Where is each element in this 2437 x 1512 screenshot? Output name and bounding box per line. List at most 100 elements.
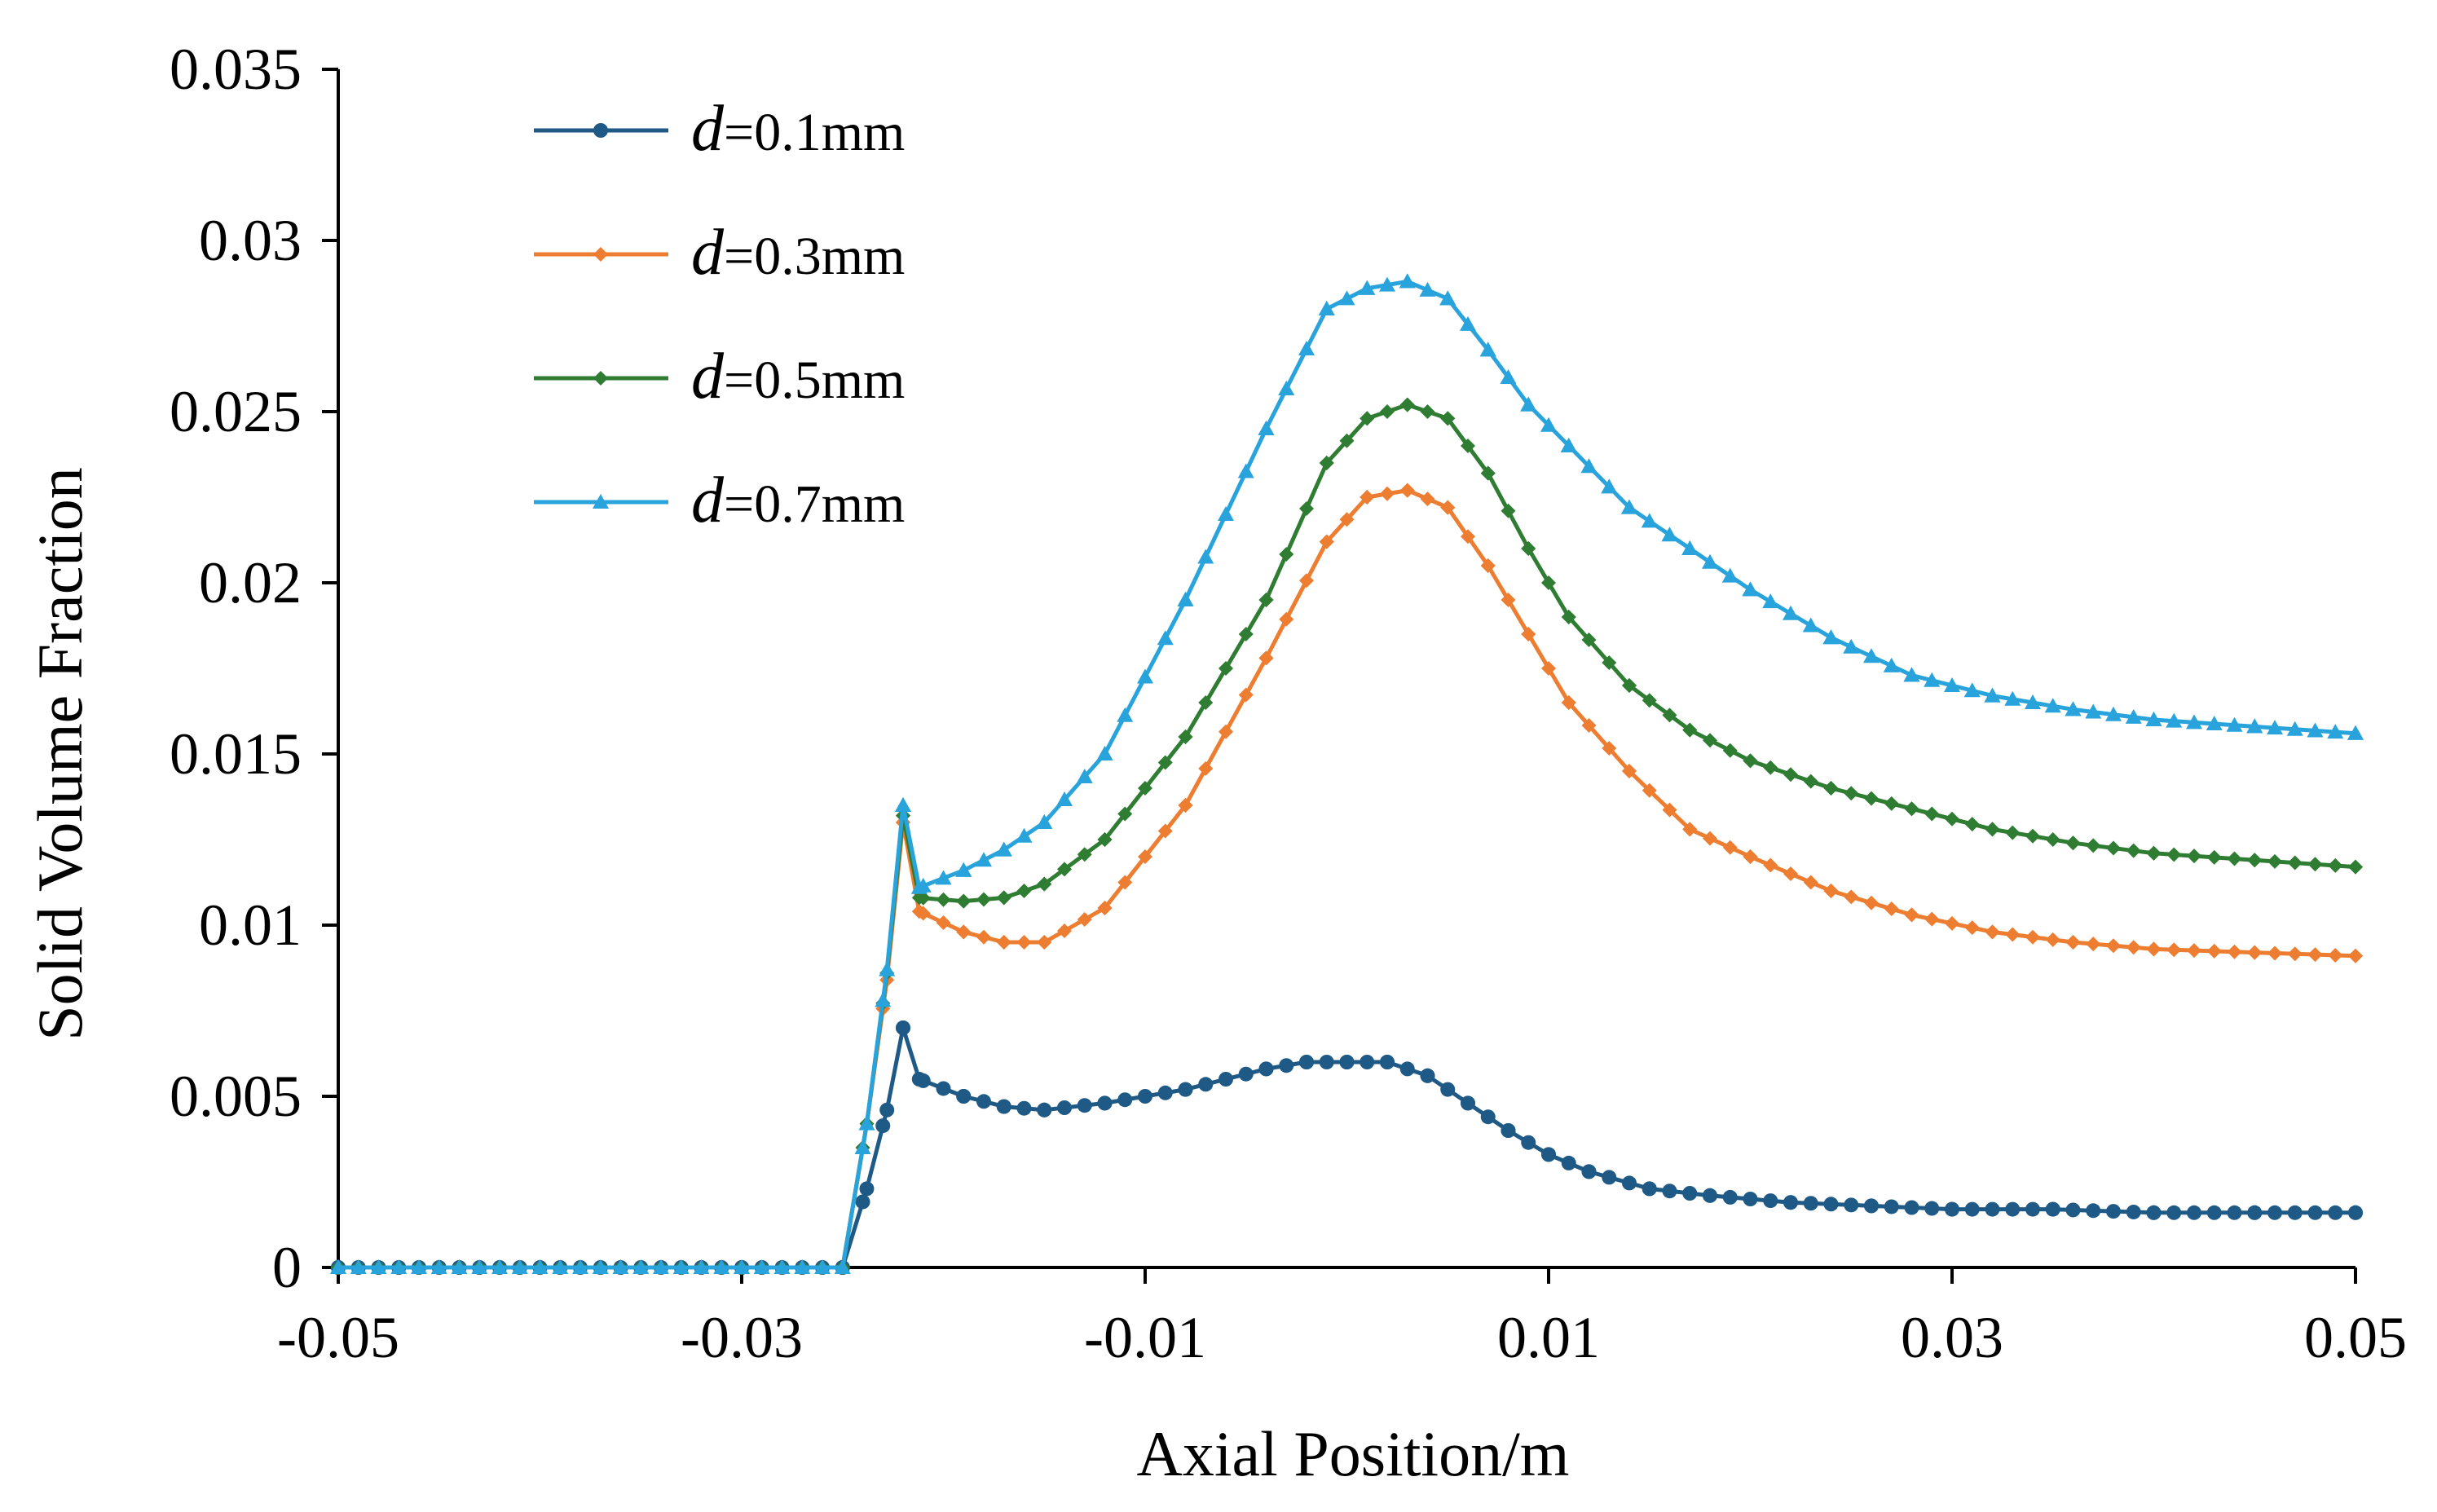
series-point [1783,1195,1798,1210]
series-point [1138,849,1152,864]
series-point [936,1081,951,1096]
series-point [2025,828,2040,844]
series-line [338,279,2356,1270]
series-point [955,862,972,877]
series-point [1844,889,1859,905]
series-point [2307,1205,2323,1220]
series-point [1178,798,1193,813]
legend-item: d=0.7mm [534,465,905,536]
y-tick-label: 0.025 [170,379,302,444]
series-point [1117,1092,1133,1108]
series-point [1520,396,1537,412]
series-point [1218,661,1233,676]
series-point [672,1259,690,1274]
series-point [2025,694,2041,709]
series-point [956,1089,972,1104]
series-point [1299,573,1314,588]
series-point [2307,947,2323,963]
series-point [1963,682,1981,698]
series-point [1642,782,1657,798]
legend-swatch-marker [593,123,608,138]
series-point [976,929,991,945]
series-point [1964,817,1980,832]
series-point [511,1259,528,1274]
x-tick-label: 0.03 [1901,1305,2003,1370]
series-point [1016,935,1032,950]
series-point [1602,741,1617,756]
series-layer [330,273,2364,1275]
series-point [1823,781,1839,796]
series-point [814,1259,831,1274]
series-point [1157,630,1174,646]
series-point [2328,947,2343,963]
series-point [491,1259,508,1274]
series-point [693,1259,710,1274]
x-tick-label: -0.03 [681,1305,803,1370]
legend-label: d=0.7mm [691,465,905,536]
series-point [1178,1082,1193,1097]
series-point [2348,1205,2363,1220]
series-point [858,1115,875,1131]
series-point [1541,661,1556,676]
series-point [1883,657,1900,672]
series-point [1016,884,1032,898]
series-point [875,1118,891,1134]
series-point [855,1194,870,1210]
series-point [1864,895,1879,910]
series-point [1621,499,1637,514]
series-point [2187,1205,2201,1220]
series-point [1439,290,1456,306]
series-point [411,1259,427,1274]
series-point [1904,1200,1919,1215]
series-point [1137,668,1153,684]
series-point [1743,849,1758,864]
series-point [854,1140,871,1154]
series-point [1904,801,1919,817]
series-point [1763,1193,1778,1209]
series-point [1985,924,2000,940]
series-point [1924,1201,1940,1216]
legend-item: d=0.1mm [534,93,905,165]
series-point [2287,946,2303,962]
series-point [2247,945,2263,960]
series-point [1178,730,1193,744]
series-point [1642,1181,1657,1197]
series-point [1783,767,1798,782]
series-point [1500,369,1517,384]
series-point [911,1072,927,1087]
series-point [2166,1205,2182,1220]
series-point [1339,433,1355,448]
series-point [1561,695,1576,710]
series-point [2327,724,2344,739]
series-point [2348,948,2363,963]
series-point [2227,944,2242,959]
y-tick-label: 0.005 [170,1064,302,1129]
series-point [2328,857,2343,873]
series-point [2206,716,2223,731]
series-point [1641,513,1658,528]
series-point [1360,1055,1375,1069]
series-point [2227,1205,2242,1220]
series-point [390,1259,408,1274]
series-point [1036,814,1053,829]
series-point [2126,843,2141,858]
series-point [976,852,992,867]
series-point [1541,1147,1556,1162]
series-point [1380,1055,1395,1069]
series-point [1016,1100,1032,1116]
series-point [1258,593,1274,607]
series-point [1360,490,1375,505]
series-point [2247,1205,2263,1220]
series-point [976,1094,991,1109]
series-point [2065,1202,2081,1218]
series-point [1904,907,1919,923]
series-point [552,1259,569,1274]
series-point [2166,847,2182,862]
series-point [753,1259,770,1274]
series-point [1279,1058,1294,1073]
series-point [1379,276,1395,292]
series-point [2348,859,2363,875]
series-point [1380,486,1395,501]
series-point [1985,822,2000,837]
